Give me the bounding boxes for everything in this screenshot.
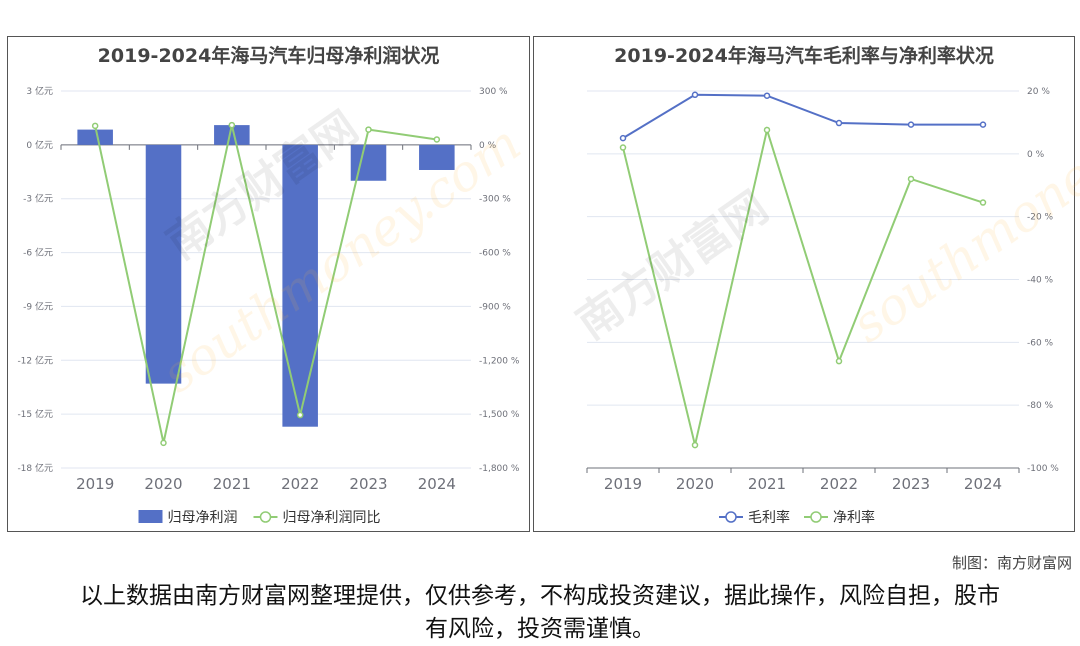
data-point-2022	[296, 411, 304, 419]
right-axis-tick-label: -1,500 %	[479, 410, 520, 420]
right-axis-tick-label: -100 %	[1027, 464, 1059, 474]
legend-label: 归母净利润同比	[283, 509, 381, 526]
left-axis-tick-label: 0 亿元	[26, 139, 53, 151]
data-point-2022	[835, 119, 843, 127]
x-axis-label: 2019	[604, 475, 642, 493]
data-point-2019	[619, 134, 627, 142]
data-point-2024	[433, 136, 441, 143]
data-point-2021	[228, 121, 236, 129]
x-axis-label: 2020	[144, 475, 182, 493]
x-axis-label: 2021	[748, 475, 786, 493]
right-axis-tick-label: -900 %	[479, 302, 511, 312]
x-axis-label: 2023	[892, 475, 930, 493]
bar-2020	[145, 144, 182, 384]
data-point-2023	[907, 121, 915, 128]
series-line	[622, 93, 983, 139]
right-axis-tick-label: -600 %	[479, 249, 511, 259]
right-axis-tick-label: -60 %	[1027, 338, 1054, 348]
left-axis-tick-label: -6 亿元	[23, 247, 53, 259]
legend-label: 毛利率	[748, 509, 790, 526]
bar-2019	[77, 129, 113, 145]
right-axis-tick-label: -20 %	[1027, 213, 1054, 223]
x-axis-label: 2022	[281, 475, 319, 493]
net-profit-chart-panel: 2019-2024年海马汽车归母净利润状况 300 % 0 % -300 % -600…	[7, 36, 530, 532]
bar-2024	[419, 144, 455, 170]
x-axis-label: 2020	[676, 475, 714, 493]
data-point-2021	[763, 92, 771, 99]
data-point-2020	[691, 441, 699, 449]
x-axis-label: 2022	[820, 475, 858, 493]
data-point-2023	[365, 126, 372, 133]
bar-2022	[282, 144, 318, 427]
net-profit-chart: 300 % 0 % -300 % -600 % -900 % -1,200 % -1,500…	[17, 85, 520, 526]
chart-title: 2019-2024年海马汽车归母净利润状况	[97, 45, 440, 67]
left-axis-tick-label: 3 亿元	[26, 85, 53, 97]
x-axis-label: 2021	[213, 475, 251, 493]
right-axis-tick-label: -1,200 %	[479, 356, 520, 366]
data-point-2020	[160, 439, 167, 447]
x-axis-label: 2023	[349, 475, 387, 493]
chart-title: 2019-2024年海马汽车毛利率与净利率状况	[614, 45, 994, 67]
legend-marker-icon	[725, 511, 737, 523]
left-axis-tick-label: -9 亿元	[23, 300, 53, 312]
bar-2021	[214, 125, 250, 145]
x-axis-label: 2024	[418, 475, 456, 493]
disclaimer: 以上数据由南方财富网整理提供，仅供参考，不构成投资建议，据此操作，风险自担，股市…	[80, 583, 1000, 642]
right-axis-tick-label: -1,800 %	[479, 464, 520, 474]
data-point-2020	[691, 91, 699, 99]
x-axis-label: 2019	[76, 475, 114, 493]
margin-chart-panel: 2019-2024年海马汽车毛利率与净利率状况 20 % 0 % -20 % -40 …	[533, 36, 1075, 532]
legend-marker-icon	[259, 511, 272, 523]
data-point-2019	[91, 122, 99, 130]
legend-marker-icon	[810, 511, 822, 523]
legend-label: 归母净利润	[168, 509, 238, 526]
right-axis-tick-label: 0 %	[1027, 150, 1045, 160]
data-point-2024	[979, 121, 987, 128]
margin-chart: 20 % 0 % -20 % -40 % -60 % -80 % -100 % 2019 202…	[586, 87, 1059, 526]
data-point-2022	[835, 357, 843, 365]
left-axis-tick-label: -12 亿元	[17, 354, 53, 366]
legend-bar-icon	[138, 510, 163, 523]
series-line	[94, 124, 437, 444]
x-axis-label: 2024	[964, 475, 1002, 493]
right-axis-tick-label: -300 %	[479, 195, 511, 205]
right-axis-tick-label: 0 %	[479, 141, 497, 151]
right-axis-tick-label: 300 %	[479, 87, 508, 97]
right-axis-tick-label: -40 %	[1027, 276, 1054, 286]
data-point-2024	[979, 199, 987, 206]
data-point-2021	[763, 126, 771, 134]
left-axis-tick-label: -3 亿元	[23, 193, 53, 205]
chart-credit: 制图：南方财富网	[951, 554, 1072, 572]
bar-2023	[350, 144, 387, 181]
series-line	[622, 126, 984, 446]
left-axis-tick-label: -18 亿元	[17, 462, 53, 474]
right-axis-tick-label: 20 %	[1027, 87, 1050, 97]
data-point-2019	[619, 144, 627, 151]
legend-label: 净利率	[833, 509, 875, 526]
left-axis-tick-label: -15 亿元	[17, 408, 53, 420]
right-axis-tick-label: -80 %	[1027, 401, 1054, 411]
data-point-2023	[907, 175, 915, 183]
